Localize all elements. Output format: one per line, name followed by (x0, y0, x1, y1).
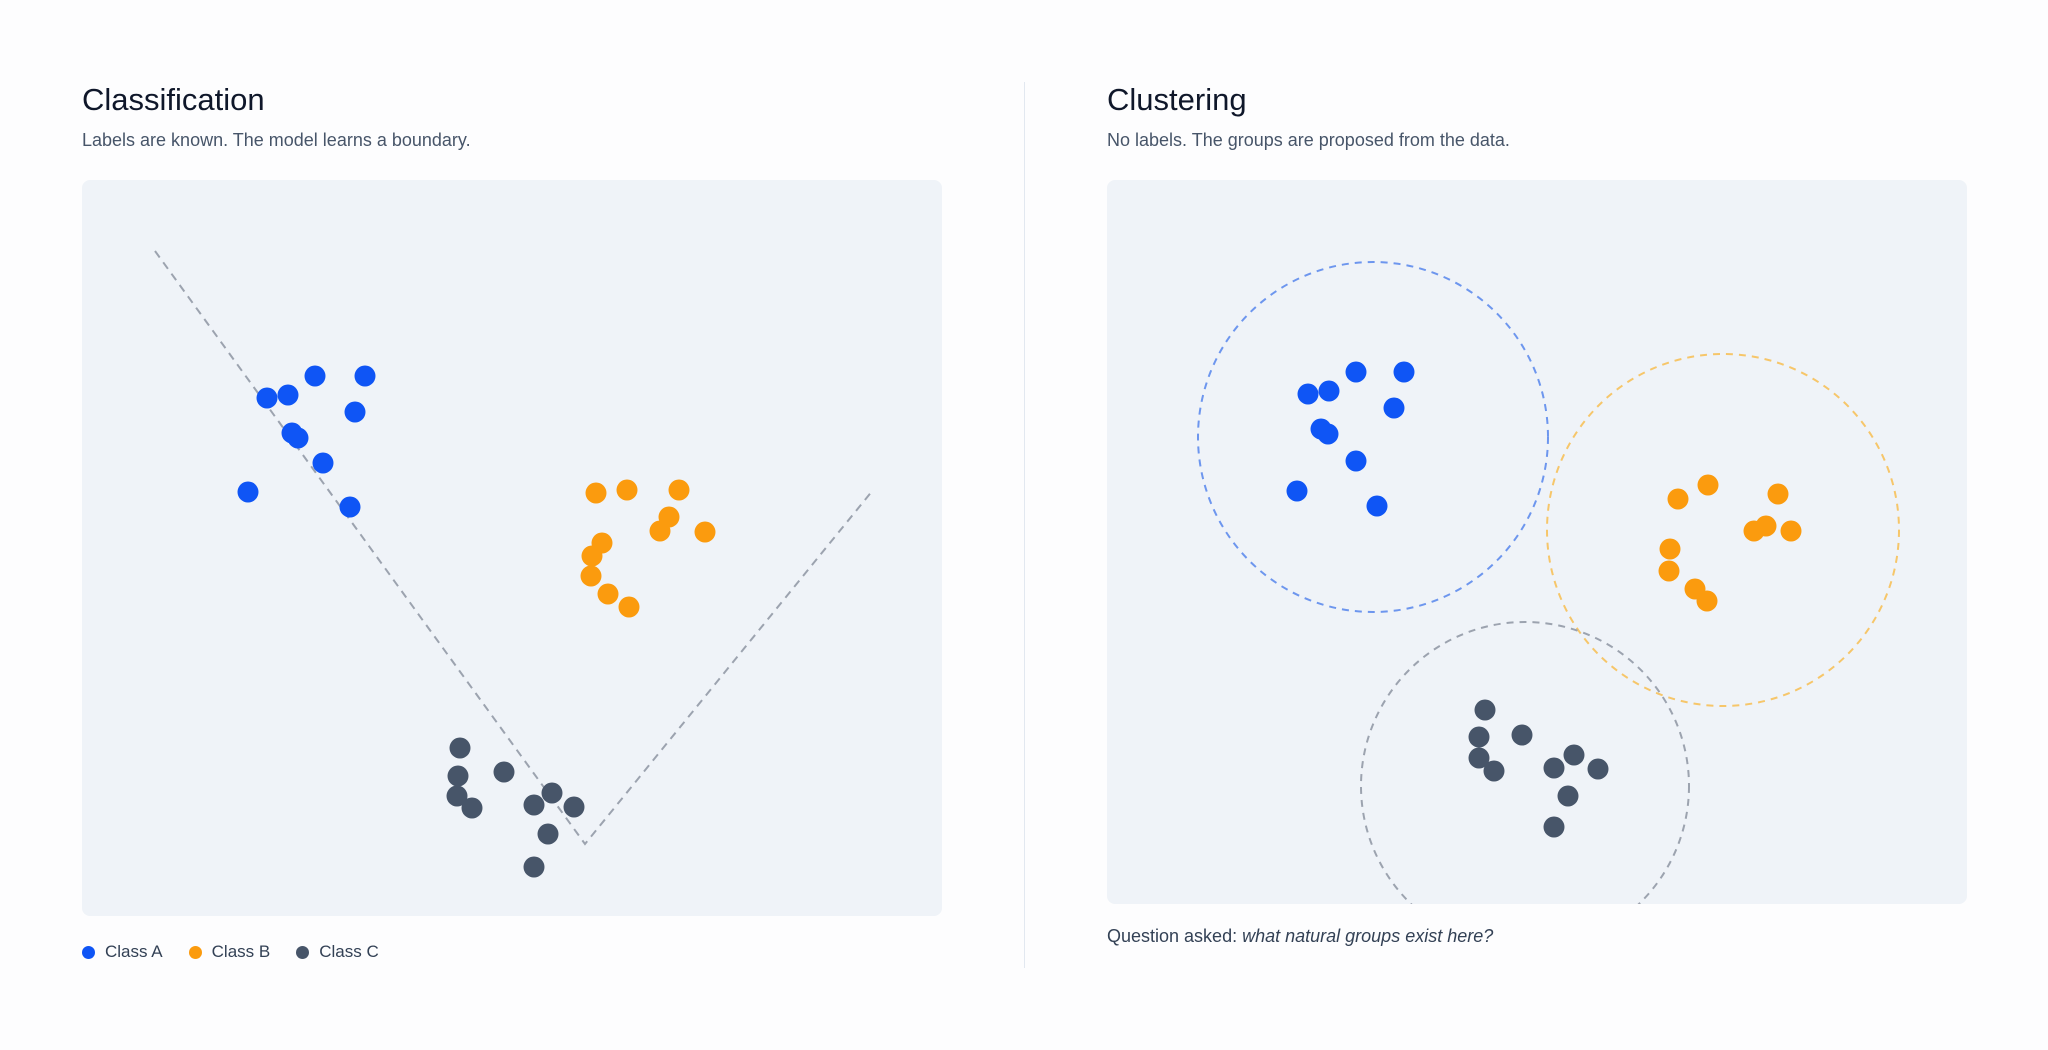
cluster-point (1563, 744, 1585, 766)
classification-plot (82, 180, 942, 916)
point-class-a (287, 427, 309, 449)
cluster-point (1587, 758, 1609, 780)
point-class-a (304, 365, 326, 387)
cluster-point (1468, 747, 1490, 769)
point-class-b (597, 583, 619, 605)
classification-legend: Class A Class B Class C (82, 942, 379, 962)
point-class-a (277, 384, 299, 406)
legend-label-class-c: Class C (319, 942, 379, 961)
point-class-a (237, 481, 259, 503)
point-class-a (344, 401, 366, 423)
cluster-point (1659, 538, 1681, 560)
cluster-point (1468, 726, 1490, 748)
classification-title: Classification (82, 82, 265, 117)
point-class-c (563, 796, 585, 818)
clustering-plot (1107, 180, 1967, 904)
cluster-point (1483, 760, 1505, 782)
cluster-point (1511, 724, 1533, 746)
point-class-b (694, 521, 716, 543)
legend-label-class-a: Class A (105, 942, 163, 961)
cluster-point (1297, 383, 1319, 405)
cluster-ring (1197, 261, 1549, 613)
cluster-point (1667, 488, 1689, 510)
cluster-point (1474, 699, 1496, 721)
legend-label-class-b: Class B (211, 942, 271, 961)
point-class-a (312, 452, 334, 474)
clustering-subtitle: No labels. The groups are proposed from … (1107, 130, 1510, 150)
point-class-c (537, 823, 559, 845)
point-class-c (446, 785, 468, 807)
cluster-ring (1360, 621, 1690, 904)
point-class-a (354, 365, 376, 387)
cluster-point (1317, 423, 1339, 445)
point-class-c (523, 794, 545, 816)
panel-divider (1024, 82, 1025, 968)
question-text: what natural groups exist here? (1242, 926, 1494, 946)
point-class-c (541, 782, 563, 804)
cluster-point (1767, 483, 1789, 505)
cluster-point (1345, 450, 1367, 472)
point-class-b (585, 482, 607, 504)
cluster-point (1780, 520, 1802, 542)
cluster-ring (1546, 353, 1900, 707)
point-class-c (523, 856, 545, 878)
classification-svg (154, 250, 874, 878)
legend-item-class-c: Class C (296, 942, 379, 962)
question-prefix: Question asked: (1107, 926, 1238, 946)
clustering-svg (1197, 261, 1900, 904)
point-class-b (649, 520, 671, 542)
cluster-point (1743, 520, 1765, 542)
cluster-point (1345, 361, 1367, 383)
cluster-point (1383, 397, 1405, 419)
point-class-c (447, 765, 469, 787)
point-class-a (339, 496, 361, 518)
point-class-b (581, 545, 603, 567)
cluster-point (1696, 590, 1718, 612)
point-class-c (493, 761, 515, 783)
legend-swatch-class-b (188, 945, 202, 959)
legend-swatch-class-c (296, 945, 310, 959)
cluster-point (1557, 785, 1579, 807)
cluster-point (1697, 474, 1719, 496)
cluster-point (1658, 560, 1680, 582)
point-class-b (616, 479, 638, 501)
clustering-question: Question asked: what natural groups exis… (1107, 926, 1493, 947)
cluster-point (1393, 361, 1415, 383)
cluster-point (1543, 816, 1565, 838)
legend-item-class-a: Class A (82, 942, 163, 962)
cluster-point (1318, 380, 1340, 402)
point-class-b (618, 596, 640, 618)
classification-subtitle: Labels are known. The model learns a bou… (82, 130, 471, 150)
decision-boundary (154, 250, 874, 846)
clustering-title: Clustering (1107, 82, 1247, 117)
point-class-b (668, 479, 690, 501)
point-class-c (461, 797, 483, 819)
cluster-point (1286, 480, 1308, 502)
legend-item-class-b: Class B (188, 942, 271, 962)
point-class-c (449, 737, 471, 759)
cluster-point (1543, 757, 1565, 779)
legend-swatch-class-a (82, 945, 95, 959)
point-class-a (256, 387, 278, 409)
cluster-point (1366, 495, 1388, 517)
point-class-b (580, 565, 602, 587)
